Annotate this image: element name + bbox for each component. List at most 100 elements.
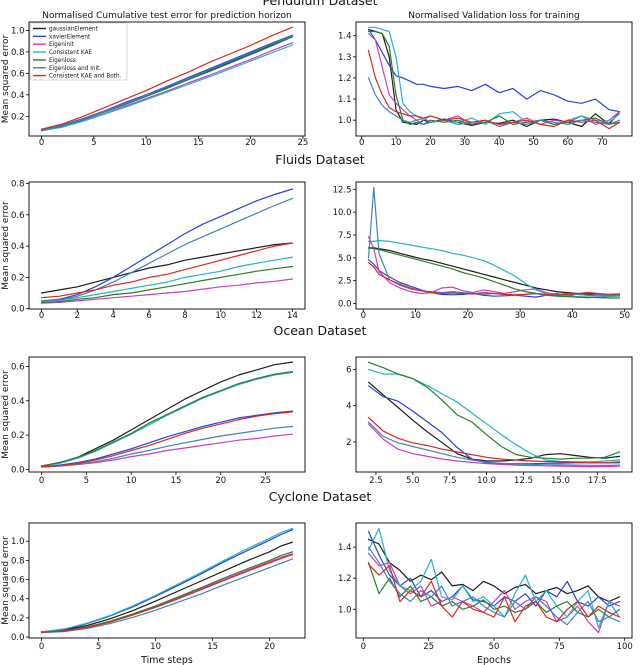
series-line-xavierelement bbox=[40, 410, 294, 468]
x-tick-label: 25 bbox=[260, 476, 271, 486]
x-tick-label: 0 bbox=[361, 642, 366, 652]
legend-label: Eigenloss and Init. bbox=[49, 66, 101, 72]
x-tick-label: 25 bbox=[297, 138, 308, 148]
y-tick-label: 1.4 bbox=[338, 543, 352, 553]
x-tick-label: 8 bbox=[182, 311, 187, 321]
x-tick-label: 20 bbox=[245, 138, 256, 148]
series-line-eigenloss bbox=[40, 265, 294, 303]
x-tick-label: 15 bbox=[207, 642, 218, 652]
x-tick-label: 50 bbox=[619, 311, 630, 321]
dataset-title-ocean: Ocean Dataset bbox=[273, 323, 367, 338]
x-tick-label: 15 bbox=[171, 476, 182, 486]
legend-label: Consistent KAE and Both. bbox=[49, 74, 122, 80]
x-tick-label: 5 bbox=[91, 138, 96, 148]
series-line-eigenloss-and-init bbox=[40, 558, 294, 634]
x-tick-label: 10 bbox=[141, 138, 152, 148]
series-line-eigenloss bbox=[367, 247, 621, 299]
chart-pendulum-test-error: 0 5 10 15 20 25 0.2 0.4 0.6 0.8 1.0 Normalised Cumu… bbox=[1, 11, 308, 148]
y-tick-label: 0.8 bbox=[11, 180, 25, 190]
legend-label: gaussianElement bbox=[49, 27, 99, 33]
series-line-consistent-kae bbox=[367, 368, 621, 463]
series-line-eigeninit bbox=[367, 552, 621, 634]
y-tick-label: 0.6 bbox=[11, 576, 25, 586]
series-line-gaussianelement bbox=[367, 538, 621, 603]
y-tick-label: 5.0 bbox=[338, 254, 352, 264]
series-line-eigeninit bbox=[367, 423, 621, 468]
series-line-consistent-kae bbox=[40, 371, 294, 467]
y-tick-label: 0.0 bbox=[338, 300, 352, 310]
legend-label: Eigenloss bbox=[49, 58, 76, 64]
chart-pendulum-validation-loss: 0 10 20 30 40 50 60 70 1.0 1.1 1.2 1.3 1.4 Normalised… bbox=[338, 11, 633, 148]
series-line-eigenloss-and-init bbox=[40, 197, 294, 302]
y-tick-label: 1.1 bbox=[338, 95, 352, 105]
series-line-consistent-kae-and-both bbox=[367, 563, 621, 623]
x-tick-label: 75 bbox=[554, 642, 565, 652]
y-tick-label: 0.4 bbox=[11, 91, 25, 101]
y-tick-label: 1.2 bbox=[338, 574, 352, 584]
x-tick-label: 20 bbox=[425, 138, 436, 148]
series-line-xavierelement bbox=[40, 188, 294, 302]
axes-box bbox=[355, 522, 633, 639]
x-axis-label: Time steps bbox=[140, 655, 193, 665]
series-line-eigenloss-and-init bbox=[40, 425, 294, 468]
x-tick-label: 2.5 bbox=[369, 476, 383, 486]
dataset-title-cyclone: Cyclone Dataset bbox=[268, 489, 372, 504]
y-tick-label: 1.4 bbox=[338, 32, 352, 42]
series-line-eigenloss bbox=[40, 371, 294, 467]
series-line-eigeninit bbox=[40, 278, 294, 304]
y-tick-label: 0.8 bbox=[11, 48, 25, 58]
axes-box bbox=[28, 21, 306, 137]
axes-box bbox=[28, 181, 306, 310]
x-tick-label: 4 bbox=[111, 311, 116, 321]
x-tick-label: 15.0 bbox=[551, 476, 570, 486]
y-tick-label: 1.0 bbox=[11, 26, 25, 36]
x-tick-label: 10 bbox=[126, 476, 137, 486]
series-line-consistent-kae-and-both bbox=[367, 49, 621, 130]
x-tick-label: 30 bbox=[459, 138, 470, 148]
x-tick-label: 10 bbox=[391, 138, 402, 148]
y-tick-label: 1.0 bbox=[338, 116, 352, 126]
y-tick-label: 0.8 bbox=[11, 556, 25, 566]
x-tick-label: 20 bbox=[215, 476, 226, 486]
x-tick-label: 7.5 bbox=[443, 476, 457, 486]
x-tick-label: 0 bbox=[39, 642, 44, 652]
x-tick-label: 30 bbox=[515, 311, 526, 321]
y-tick-label: 0.6 bbox=[11, 362, 25, 372]
x-tick-label: 40 bbox=[567, 311, 578, 321]
x-tick-label: 40 bbox=[494, 138, 505, 148]
chart-ocean-validation-loss: 2.5 5.0 7.5 10.0 12.5 15.0 17.5 2 4 6 bbox=[346, 356, 633, 486]
chart-cyclone-validation-loss: 0 25 50 75 100 1.0 1.2 1.4 Epochs bbox=[338, 522, 633, 665]
series-line-eigenloss-and-init bbox=[367, 421, 621, 467]
x-tick-label: 0 bbox=[359, 138, 364, 148]
x-tick-label: 0 bbox=[39, 476, 44, 486]
x-tick-label: 100 bbox=[617, 642, 633, 652]
series-line-consistent-kae-and-both bbox=[367, 416, 621, 464]
series-line-consistent-kae-and-both bbox=[40, 553, 294, 633]
y-tick-label: 0.4 bbox=[11, 397, 25, 407]
subplot-title: Normalised Cumulative test error for pre… bbox=[42, 11, 291, 21]
y-tick-label: 4 bbox=[346, 402, 351, 412]
x-tick-label: 14 bbox=[287, 311, 298, 321]
series-line-gaussianelement bbox=[40, 541, 294, 633]
y-tick-label: 0.0 bbox=[11, 465, 25, 475]
series-line-consistent-kae bbox=[40, 527, 294, 633]
x-tick-label: 20 bbox=[264, 642, 275, 652]
x-tick-label: 17.5 bbox=[588, 476, 607, 486]
y-tick-label: 0.6 bbox=[11, 211, 25, 221]
axes-box bbox=[355, 21, 633, 137]
y-tick-label: 1.0 bbox=[11, 537, 25, 547]
dataset-title-fluids: Fluids Dataset bbox=[275, 152, 365, 167]
x-tick-label: 12.5 bbox=[514, 476, 533, 486]
subplot-title: Normalised Validation loss for training bbox=[408, 11, 580, 21]
series-line-xavierelement bbox=[367, 28, 621, 113]
y-axis-label: Mean squared error bbox=[1, 536, 11, 625]
y-tick-label: 0.2 bbox=[11, 614, 25, 624]
series-line-eigenloss-and-init bbox=[367, 186, 621, 296]
axes-box bbox=[355, 356, 633, 473]
series-line-eigenloss bbox=[40, 551, 294, 633]
x-axis-label: Epochs bbox=[477, 655, 511, 665]
x-tick-label: 0 bbox=[39, 311, 44, 321]
x-tick-label: 20 bbox=[462, 311, 473, 321]
